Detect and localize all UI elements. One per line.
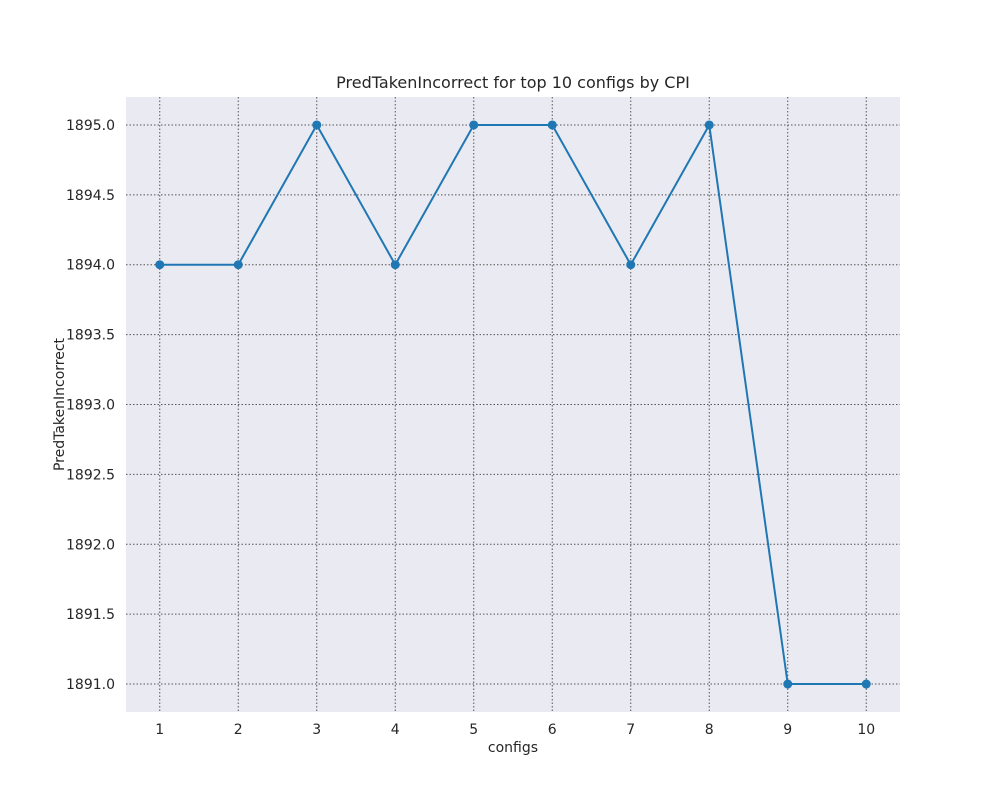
data-point — [155, 260, 165, 270]
y-tick-label: 1892.5 — [66, 467, 115, 483]
x-gridlines — [159, 97, 867, 712]
data-point — [312, 120, 322, 130]
x-tick-label: 9 — [783, 722, 792, 738]
y-tick-label: 1895.0 — [66, 118, 115, 134]
data-point — [626, 260, 636, 270]
y-axis-label: PredTakenIncorrect — [52, 337, 68, 471]
data-point — [469, 120, 479, 130]
x-tick-label: 1 — [155, 722, 164, 738]
y-tick-labels: 1891.0 1891.5 1892.0 1892.5 1893.0 1893.5 1894… — [66, 118, 115, 693]
x-tick-label: 8 — [705, 722, 714, 738]
x-tick-label: 6 — [548, 722, 557, 738]
x-tick-labels: 1 2 3 4 5 6 7 8 9 10 — [155, 722, 875, 738]
y-tick-label: 1893.0 — [66, 398, 115, 414]
series-line — [159, 121, 867, 686]
x-tick-label: 5 — [469, 722, 478, 738]
y-tick-label: 1892.0 — [66, 537, 115, 553]
x-tick-label: 4 — [391, 722, 400, 738]
y-tick-label: 1894.5 — [66, 188, 115, 204]
series-layer — [155, 120, 871, 689]
x-tick-label: 3 — [312, 722, 321, 738]
y-gridlines — [126, 124, 900, 685]
data-point — [390, 260, 400, 270]
y-tick-label: 1891.0 — [66, 677, 115, 693]
y-tick-label: 1891.5 — [66, 607, 115, 623]
y-tick-label: 1894.0 — [66, 258, 115, 274]
data-point — [547, 120, 557, 130]
data-point — [861, 679, 871, 689]
data-point — [783, 679, 793, 689]
x-tick-label: 7 — [626, 722, 635, 738]
data-point — [704, 120, 714, 130]
x-tick-label: 10 — [857, 722, 875, 738]
chart-title: PredTakenIncorrect for top 10 configs by… — [336, 73, 690, 92]
x-tick-label: 2 — [234, 722, 243, 738]
x-axis-label: configs — [488, 740, 538, 756]
data-point — [233, 260, 243, 270]
y-tick-label: 1893.5 — [66, 328, 115, 344]
